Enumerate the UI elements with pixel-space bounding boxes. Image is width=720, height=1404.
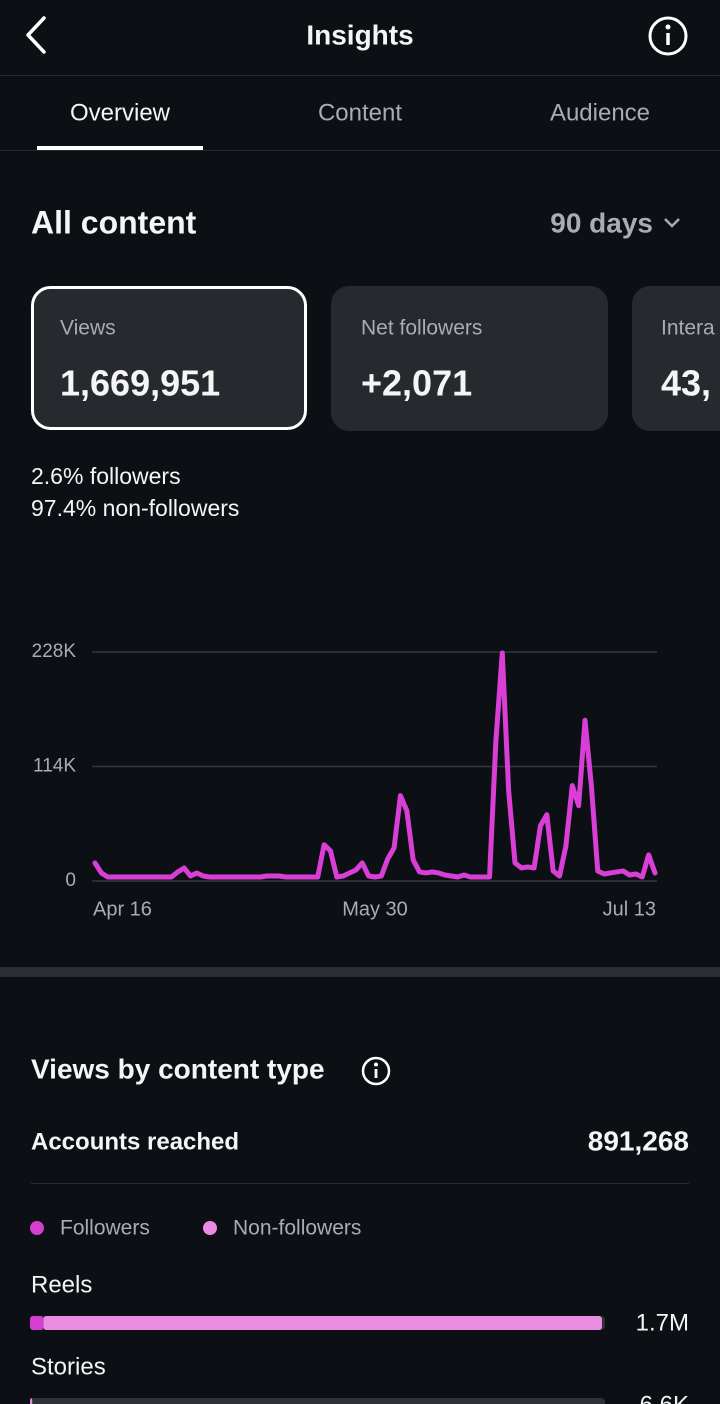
- tab[interactable]: Audience: [550, 99, 650, 126]
- card-value: 43,: [661, 363, 711, 404]
- legend-swatch: [203, 1221, 217, 1235]
- card-label: Intera: [661, 317, 715, 340]
- info-icon[interactable]: [361, 1056, 391, 1086]
- period-selector[interactable]: 90 days: [550, 207, 653, 238]
- y-tick-label: 228K: [32, 641, 77, 662]
- breakdown-line: 2.6% followers: [31, 463, 181, 489]
- section-separator: [0, 967, 720, 977]
- y-tick-label: 114K: [33, 756, 76, 777]
- bar-segment: [30, 1398, 33, 1404]
- back-button[interactable]: [26, 16, 46, 54]
- value-label: 1.7M: [636, 1309, 689, 1336]
- divider: [31, 1183, 689, 1184]
- x-tick-label: Apr 16: [93, 898, 152, 920]
- info-button[interactable]: [648, 16, 688, 56]
- legend-label: Non-followers: [233, 1217, 361, 1240]
- x-tick-label: May 30: [342, 898, 408, 920]
- legend-swatch: [30, 1221, 44, 1235]
- reach-value: 891,268: [588, 1125, 689, 1156]
- y-tick-label: 0: [65, 870, 76, 891]
- divider: [0, 75, 720, 76]
- section-title: All content: [31, 204, 197, 240]
- card-value: +2,071: [361, 363, 472, 404]
- chevron: [664, 218, 680, 228]
- reach-label: Accounts reached: [31, 1128, 239, 1155]
- header-title: Insights: [306, 19, 413, 50]
- breakdown-line: 97.4% non-followers: [31, 495, 239, 521]
- x-tick-label: Jul 13: [603, 898, 656, 920]
- card-label: Views: [60, 317, 116, 340]
- tab-active[interactable]: Overview: [70, 99, 171, 126]
- tab[interactable]: Content: [318, 99, 402, 126]
- card-selected[interactable]: [31, 286, 307, 430]
- line: [92, 650, 658, 880]
- card[interactable]: [632, 286, 720, 431]
- category-label: Reels: [31, 1271, 92, 1298]
- legend-label: Followers: [60, 1217, 150, 1240]
- divider: [0, 150, 720, 151]
- card-value: 1,669,951: [60, 363, 220, 404]
- bar-track: [30, 1398, 605, 1404]
- card[interactable]: [331, 286, 608, 431]
- bar-segment: [43, 1316, 603, 1330]
- section-title: Views by content type: [31, 1053, 325, 1084]
- tab-indicator: [37, 146, 203, 150]
- bar-segment: [30, 1316, 44, 1330]
- value-label: 6.6K: [640, 1391, 689, 1404]
- card-label: Net followers: [361, 317, 482, 340]
- category-label: Stories: [31, 1353, 106, 1380]
